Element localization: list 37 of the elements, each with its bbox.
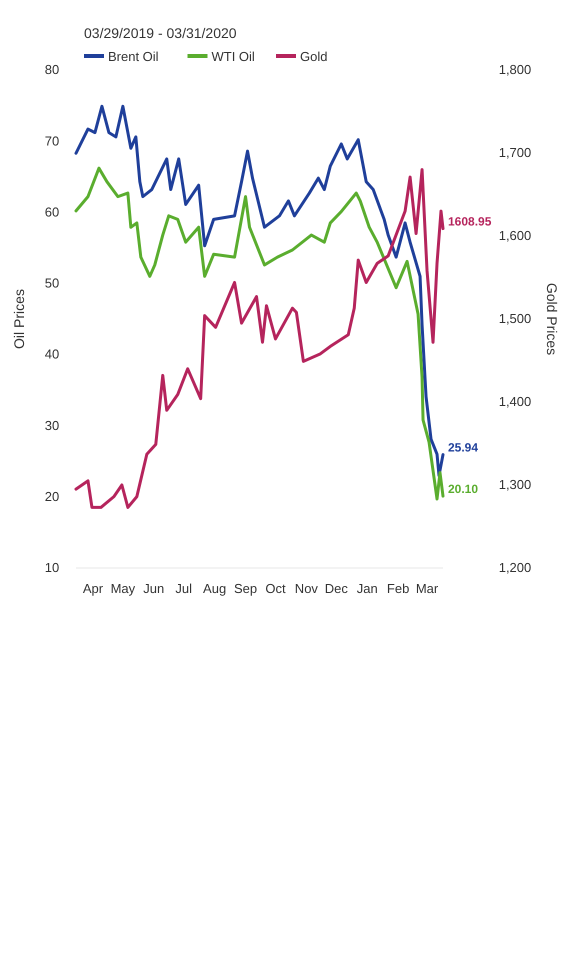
x-tick-label: May [110, 581, 136, 596]
x-tick-label: Mar [416, 581, 439, 596]
y-tick-label: 30 [44, 418, 60, 433]
x-tick-label: Feb [386, 581, 410, 596]
legend-label: Gold [300, 49, 328, 64]
chart-title: 03/29/2019 - 03/31/2020 [84, 25, 237, 41]
x-tick-label: Nov [294, 581, 318, 596]
x-tick-label: Jan [356, 581, 378, 596]
y2-axis-title: Gold Prices [544, 282, 560, 356]
y2-tick-label: 1,600 [498, 228, 532, 244]
y-tick-label: 20 [44, 489, 60, 504]
data-label: 25.94 [448, 440, 478, 455]
y2-tick-label: 1,400 [498, 394, 532, 410]
y-tick-label: 10 [44, 560, 60, 576]
y-tick-label: 70 [44, 133, 60, 148]
data-label: 20.10 [448, 482, 478, 496]
x-tick-label: Jul [175, 581, 192, 596]
y-tick-label: 40 [44, 346, 60, 362]
x-tick-label: Sep [234, 581, 258, 596]
y-tick-label: 60 [44, 204, 60, 220]
y-axis-title: Oil Prices [11, 289, 27, 349]
legend-label: Brent Oil [108, 49, 159, 64]
x-tick-label: Jun [143, 581, 164, 596]
y2-tick-label: 1,800 [498, 62, 532, 78]
x-tick-label: Aug [203, 581, 226, 596]
x-tick-label: Apr [82, 581, 104, 596]
legend-label: WTI Oil [212, 49, 255, 64]
x-tick-label: Dec [324, 581, 348, 596]
y2-tick-label: 1,200 [498, 560, 532, 576]
y2-tick-label: 1,700 [498, 145, 532, 160]
data-label: 1608.95 [448, 214, 492, 229]
line-series [74, 104, 444, 478]
y-tick-label: 80 [44, 62, 60, 78]
y2-tick-label: 1,300 [498, 477, 532, 492]
y-tick-label: 50 [44, 276, 60, 291]
y2-tick-label: 1,500 [498, 311, 532, 326]
x-tick-label: Oct [265, 581, 286, 596]
